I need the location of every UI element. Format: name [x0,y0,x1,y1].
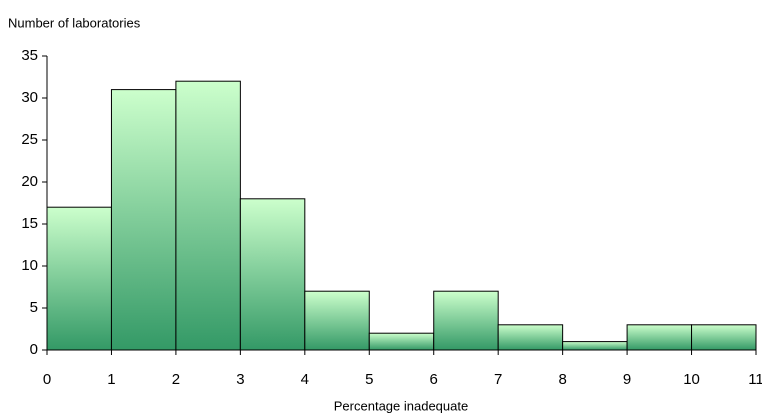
x-tick-label: 3 [236,371,244,388]
bar [46,206,112,351]
bar [497,324,564,351]
y-tick-label: 20 [21,173,38,190]
x-tick-label: 5 [365,371,373,388]
x-tick-label: 4 [301,371,309,388]
bar [691,324,757,351]
x-axis-title: Percentage inadequate [334,398,468,413]
x-tick-label: 9 [623,371,631,388]
x-tick-label: 2 [172,371,180,388]
bar [175,80,241,351]
x-tick-label: 6 [430,371,438,388]
y-axis-title: Number of laboratories [8,15,141,30]
y-tick-label: 0 [30,341,38,358]
bar [626,324,693,351]
x-tick-label: 8 [558,371,566,388]
bar [562,341,628,351]
y-tick-label: 25 [21,131,38,148]
x-tick-label: 0 [43,371,51,388]
y-tick-label: 15 [21,215,38,232]
bar [110,89,177,351]
y-tick-label: 10 [21,257,38,274]
y-tick-label: 35 [21,47,38,64]
y-tick-label: 5 [30,299,38,316]
y-tick-label: 30 [21,89,38,106]
x-tick-label: 10 [683,371,700,388]
bar [433,290,499,351]
x-tick-label: 7 [494,371,502,388]
x-tick-label: 11 [748,371,762,388]
x-tick-label: 1 [107,371,115,388]
bar [239,198,306,351]
bar [368,332,435,351]
bar [304,290,370,351]
